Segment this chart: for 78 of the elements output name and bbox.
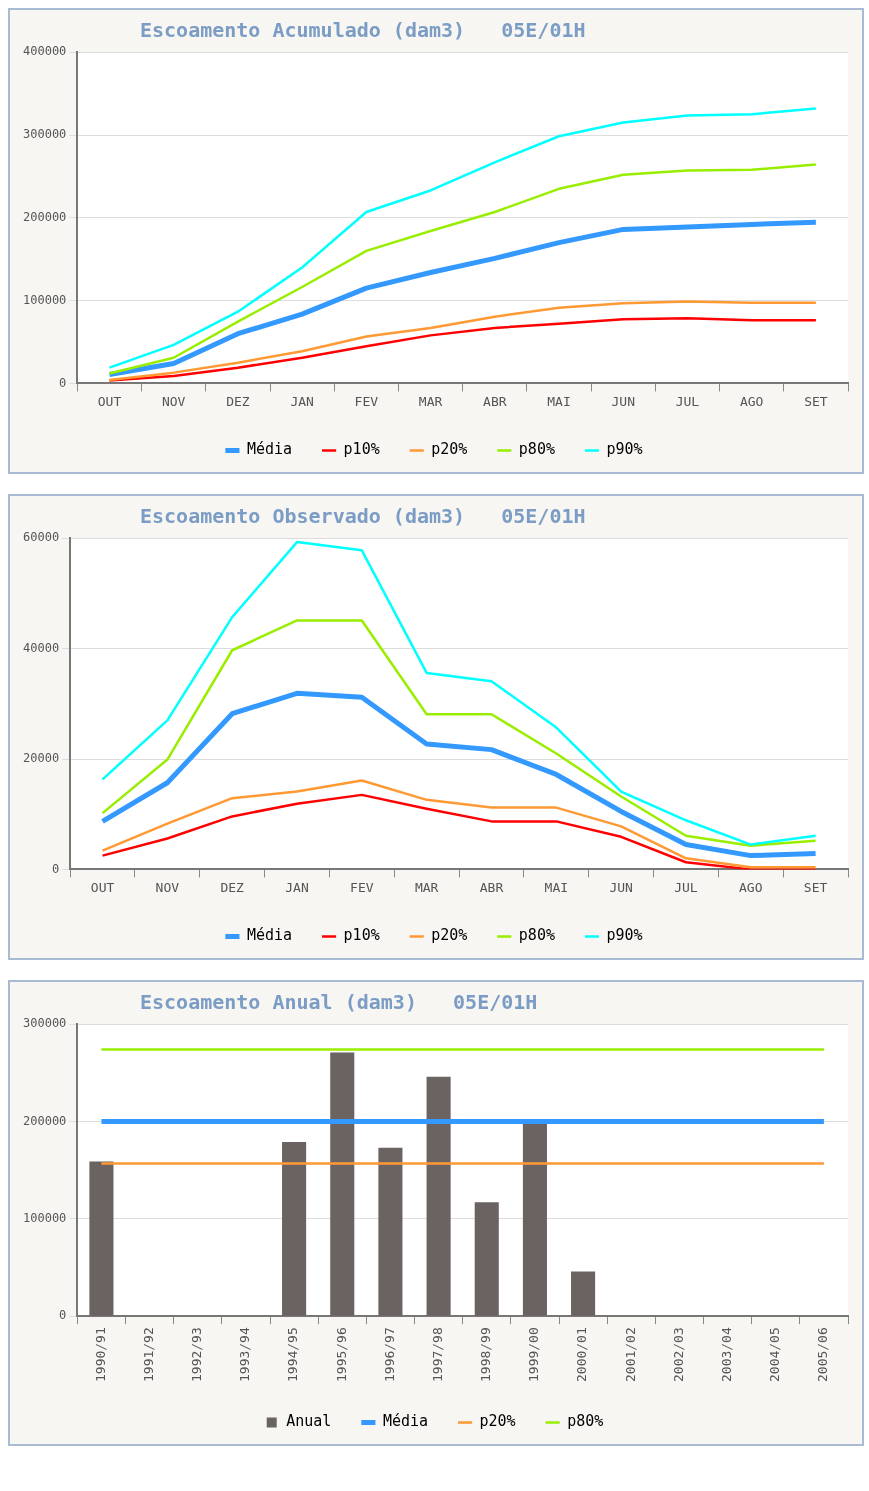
y-tick-label: 0	[59, 375, 67, 390]
legend-label: Média	[246, 440, 293, 459]
x-tick-label: 2004/05	[767, 1327, 783, 1383]
x-tick-label: JUN	[611, 393, 635, 409]
x-tick-label: FEV	[354, 393, 379, 409]
x-tick-label: 2000/01	[574, 1327, 590, 1383]
legend-label: p10%	[343, 926, 380, 945]
legend-label: p80%	[518, 926, 555, 945]
x-tick-label: 1992/93	[189, 1327, 205, 1383]
legend-label: p80%	[518, 440, 555, 459]
chart-title: Escoamento Observado (dam3) 05E/01H	[139, 503, 587, 528]
y-tick-label: 300000	[22, 1016, 67, 1031]
x-tick-label: 1997/98	[429, 1327, 445, 1383]
y-tick-label: 400000	[22, 44, 67, 59]
bar	[474, 1202, 499, 1316]
y-tick-label: 200000	[22, 1113, 67, 1128]
x-tick-label: 1999/00	[526, 1327, 542, 1383]
y-tick-label: 200000	[22, 209, 67, 224]
x-tick-label: 1991/92	[140, 1327, 156, 1383]
bar	[522, 1123, 547, 1316]
legend-label: p90%	[606, 926, 643, 945]
x-tick-label: MAR	[418, 393, 443, 409]
x-tick-label: JAN	[290, 393, 314, 409]
y-tick-label: 40000	[23, 640, 60, 655]
x-tick-label: AGO	[739, 879, 763, 895]
y-tick-label: 300000	[22, 127, 67, 142]
x-tick-label: JUL	[675, 393, 700, 409]
x-tick-label: 1996/97	[381, 1327, 397, 1383]
x-tick-label: AGO	[739, 393, 764, 409]
x-tick-label: JUN	[609, 879, 633, 895]
x-tick-label: 1993/94	[237, 1327, 253, 1383]
legend-label: Média	[382, 1412, 429, 1431]
chart-title: Escoamento Anual (dam3) 05E/01H	[139, 989, 539, 1014]
legend-label: p80%	[567, 1412, 604, 1431]
x-tick-label: 1990/91	[92, 1327, 108, 1383]
legend-label: p20%	[431, 440, 468, 459]
x-tick-label: 1994/95	[285, 1327, 301, 1383]
bar	[282, 1141, 307, 1316]
x-tick-label: FEV	[350, 879, 374, 895]
legend-label: p10%	[343, 440, 380, 459]
legend-label: Média	[246, 926, 293, 945]
y-tick-label: 20000	[23, 751, 60, 766]
x-tick-label: JUL	[674, 879, 698, 895]
y-tick-label: 0	[51, 861, 60, 876]
x-tick-label: ABR	[483, 393, 507, 409]
bar	[426, 1076, 451, 1316]
x-tick-label: 2002/03	[670, 1327, 686, 1383]
legend-label: p90%	[606, 440, 643, 459]
x-tick-label: ABR	[479, 879, 504, 895]
x-tick-label: NOV	[161, 393, 186, 409]
x-tick-label: MAI	[544, 879, 569, 895]
x-tick-label: OUT	[90, 879, 115, 895]
x-tick-label: MAR	[414, 879, 439, 895]
x-tick-label: SET	[804, 393, 828, 409]
x-tick-label: DEZ	[220, 879, 245, 895]
x-tick-label: JAN	[285, 879, 309, 895]
x-tick-label: MAI	[547, 393, 571, 409]
x-tick-label: OUT	[97, 393, 122, 409]
x-tick-label: 2005/06	[815, 1327, 831, 1383]
x-tick-label: SET	[803, 879, 828, 895]
x-tick-label: DEZ	[226, 393, 250, 409]
x-tick-label: 2003/04	[718, 1327, 734, 1383]
y-tick-label: 100000	[22, 292, 67, 307]
legend-label: p20%	[479, 1412, 516, 1431]
y-tick-label: 100000	[22, 1211, 67, 1225]
x-tick-label: 2001/02	[622, 1327, 638, 1383]
x-tick-label: 1998/99	[478, 1327, 494, 1383]
y-tick-label: 60000	[23, 530, 60, 545]
bar	[571, 1271, 596, 1316]
x-tick-label: 1995/96	[333, 1327, 349, 1383]
bar	[378, 1147, 403, 1316]
y-tick-label: 0	[59, 1308, 67, 1323]
x-tick-label: NOV	[155, 879, 180, 895]
bar	[89, 1161, 114, 1316]
chart-title: Escoamento Acumulado (dam3) 05E/01H	[139, 17, 587, 42]
bar	[330, 1052, 355, 1316]
legend-label: Anual	[286, 1412, 332, 1431]
legend-label: p20%	[431, 926, 468, 945]
